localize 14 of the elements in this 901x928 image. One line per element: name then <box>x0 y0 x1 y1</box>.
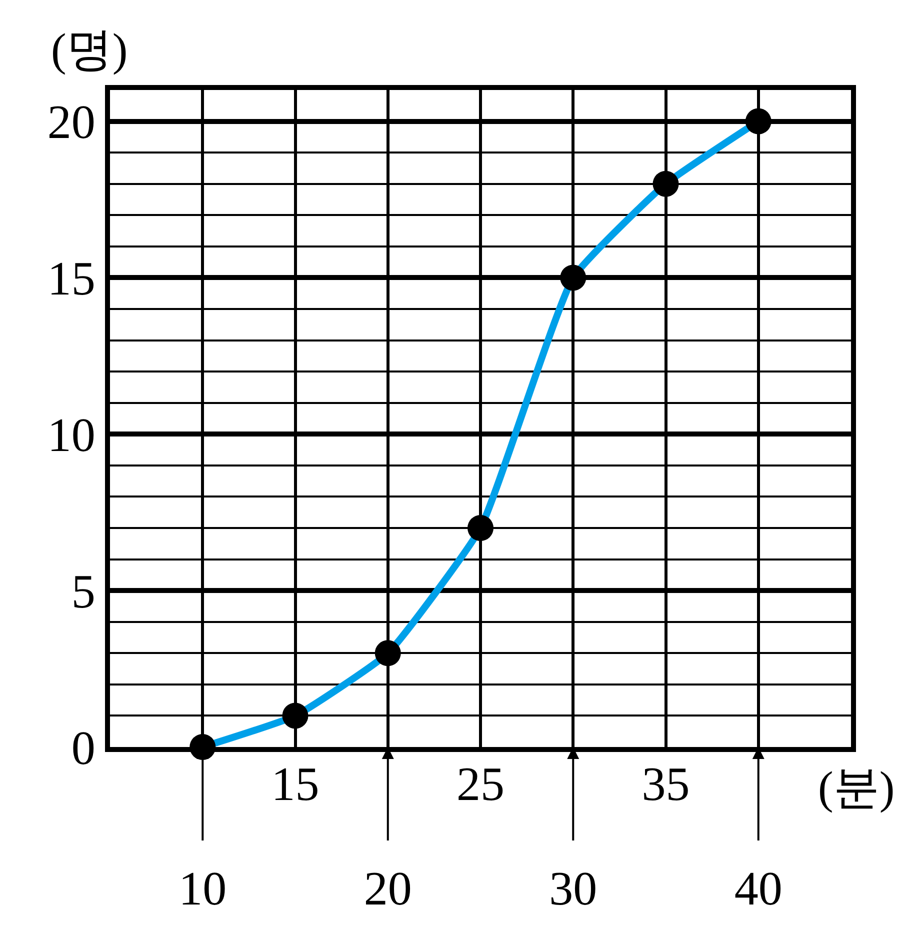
x-tick-label: 10 <box>178 862 227 916</box>
x-axis-title: (분) <box>818 762 895 813</box>
x2-tick-label: 35 <box>642 758 690 811</box>
y-tick-label: 10 <box>47 408 96 462</box>
x-tick-label: 40 <box>734 862 782 916</box>
x2-tick-label: 25 <box>456 758 504 811</box>
x2-tick-label: 15 <box>271 758 320 811</box>
x-tick-label: 20 <box>364 862 412 916</box>
y-tick-label: 0 <box>71 722 96 775</box>
y-axis-title: (명) <box>51 24 128 75</box>
y-tick-label: 5 <box>71 565 96 618</box>
y-tick-label: 15 <box>47 252 96 306</box>
y-tick-label: 20 <box>47 96 96 150</box>
x-tick-label: 30 <box>549 862 598 916</box>
